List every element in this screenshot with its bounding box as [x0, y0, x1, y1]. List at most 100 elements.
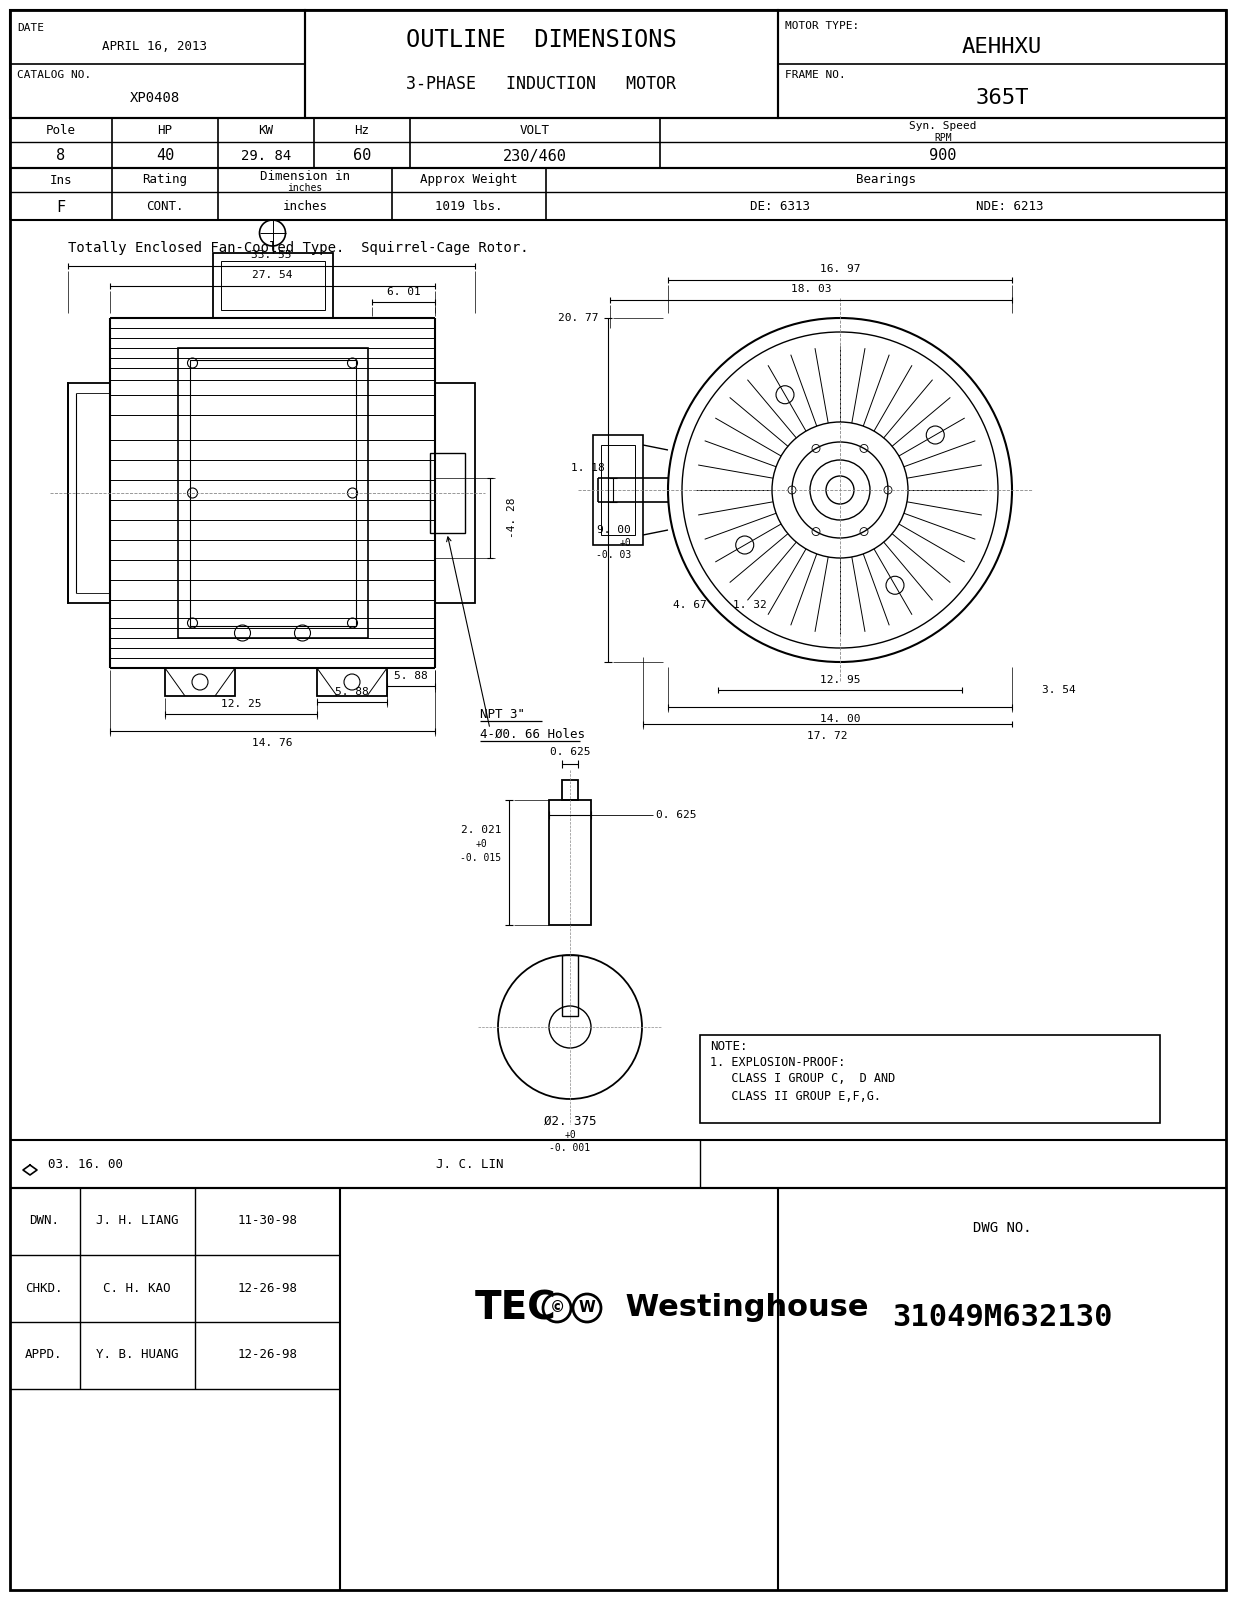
Text: 6. 01: 6. 01	[387, 286, 420, 298]
Bar	[178, 349, 367, 638]
Bar	[562, 781, 578, 800]
Text: TEC: TEC	[475, 1290, 556, 1326]
Bar	[562, 955, 578, 1016]
Text: HP: HP	[157, 123, 173, 136]
Bar	[593, 435, 643, 546]
Text: 3. 54: 3. 54	[1042, 685, 1075, 694]
Text: Rating: Rating	[142, 173, 188, 187]
Text: KW: KW	[258, 123, 273, 136]
Text: +0: +0	[475, 838, 487, 850]
Text: Ins: Ins	[49, 173, 72, 187]
Text: Dimension in: Dimension in	[260, 171, 350, 184]
Text: 17. 72: 17. 72	[807, 731, 848, 741]
Text: 12. 25: 12. 25	[221, 699, 261, 709]
Text: Approx Weight: Approx Weight	[420, 173, 518, 187]
Text: -4. 28: -4. 28	[507, 498, 517, 538]
Text: -0. 001: -0. 001	[550, 1142, 591, 1154]
Bar	[164, 669, 235, 696]
Text: AEHHXU: AEHHXU	[962, 37, 1042, 58]
Text: CLASS II GROUP E,F,G.: CLASS II GROUP E,F,G.	[709, 1090, 881, 1102]
Text: NPT 3": NPT 3"	[480, 707, 525, 720]
Text: 1. 18: 1. 18	[571, 462, 604, 474]
Text: 40: 40	[156, 149, 174, 163]
Text: DATE: DATE	[17, 22, 44, 34]
Text: -0. 03: -0. 03	[596, 550, 632, 560]
Text: J. C. LIN: J. C. LIN	[436, 1158, 504, 1171]
Text: OUTLINE  DIMENSIONS: OUTLINE DIMENSIONS	[405, 27, 676, 51]
Text: 1019 lbs.: 1019 lbs.	[435, 200, 503, 213]
Text: 2. 021: 2. 021	[461, 826, 502, 835]
Text: Syn. Speed: Syn. Speed	[910, 122, 976, 131]
Bar	[316, 669, 387, 696]
Bar	[777, 10, 1226, 118]
Text: CHKD.: CHKD.	[25, 1282, 63, 1294]
Text: DWG NO.: DWG NO.	[973, 1221, 1031, 1235]
Bar	[220, 261, 325, 310]
Text: 14. 76: 14. 76	[252, 738, 293, 749]
Text: +0: +0	[564, 1130, 576, 1139]
Text: 16. 97: 16. 97	[819, 264, 860, 274]
Text: Westinghouse: Westinghouse	[616, 1293, 869, 1323]
Bar	[601, 445, 635, 534]
Text: XP0408: XP0408	[130, 91, 180, 106]
Text: 0. 625: 0. 625	[656, 810, 697, 819]
Text: CONT.: CONT.	[146, 200, 184, 213]
Text: F: F	[57, 200, 66, 214]
Text: 5. 88: 5. 88	[335, 686, 368, 698]
Text: 5. 88: 5. 88	[394, 670, 428, 682]
Text: CATALOG NO.: CATALOG NO.	[17, 70, 91, 80]
Text: 0. 625: 0. 625	[550, 747, 591, 757]
Text: Y. B. HUANG: Y. B. HUANG	[95, 1349, 178, 1362]
Bar	[700, 1035, 1161, 1123]
Text: DE: 6313: DE: 6313	[750, 200, 810, 213]
Text: +0: +0	[619, 538, 632, 547]
Text: J. H. LIANG: J. H. LIANG	[95, 1214, 178, 1227]
Text: CLASS I GROUP C,  D AND: CLASS I GROUP C, D AND	[709, 1072, 895, 1085]
Bar	[68, 382, 110, 603]
Bar	[305, 10, 777, 118]
Text: 3-PHASE   INDUCTION   MOTOR: 3-PHASE INDUCTION MOTOR	[405, 75, 676, 93]
Text: 9. 00: 9. 00	[597, 525, 632, 534]
Text: 4-Ø0. 66 Holes: 4-Ø0. 66 Holes	[480, 728, 585, 741]
Text: 365T: 365T	[975, 88, 1028, 109]
Bar	[430, 453, 465, 533]
Text: Pole: Pole	[46, 123, 75, 136]
Text: 33. 55: 33. 55	[251, 250, 292, 259]
Text: Bearings: Bearings	[857, 173, 916, 187]
Text: NOTE:: NOTE:	[709, 1040, 748, 1053]
Text: C. H. KAO: C. H. KAO	[104, 1282, 171, 1294]
Text: 1. EXPLOSION-PROOF:: 1. EXPLOSION-PROOF:	[709, 1056, 845, 1069]
Text: 27. 54: 27. 54	[252, 270, 293, 280]
Text: ©: ©	[549, 1301, 565, 1315]
Text: 12-26-98: 12-26-98	[239, 1282, 298, 1294]
Text: APPD.: APPD.	[25, 1349, 63, 1362]
Text: Ø2. 375: Ø2. 375	[544, 1115, 596, 1128]
Text: 230/460: 230/460	[503, 149, 567, 163]
Text: 31049M632130: 31049M632130	[891, 1304, 1112, 1333]
Text: 29. 84: 29. 84	[241, 149, 292, 163]
Text: inches: inches	[288, 182, 323, 194]
Text: 8: 8	[57, 149, 66, 163]
Bar	[213, 253, 332, 318]
Text: DWN.: DWN.	[28, 1214, 59, 1227]
Bar	[435, 382, 475, 603]
Text: APRIL 16, 2013: APRIL 16, 2013	[103, 40, 208, 53]
Text: inches: inches	[283, 200, 328, 213]
Text: MOTOR TYPE:: MOTOR TYPE:	[785, 21, 859, 30]
Bar	[549, 800, 591, 925]
Text: 60: 60	[352, 149, 371, 163]
Text: FRAME NO.: FRAME NO.	[785, 70, 845, 80]
Text: 03. 16. 00: 03. 16. 00	[48, 1158, 124, 1171]
Bar	[189, 360, 356, 626]
Text: 12-26-98: 12-26-98	[239, 1349, 298, 1362]
Text: 12. 95: 12. 95	[819, 675, 860, 685]
Text: 20. 77: 20. 77	[557, 314, 598, 323]
Text: -0. 015: -0. 015	[461, 853, 502, 862]
Text: 11-30-98: 11-30-98	[239, 1214, 298, 1227]
Bar	[10, 10, 305, 118]
Text: RPM: RPM	[934, 133, 952, 142]
Text: NDE: 6213: NDE: 6213	[976, 200, 1043, 213]
Text: 14. 00: 14. 00	[819, 714, 860, 723]
Text: Hz: Hz	[355, 123, 370, 136]
Text: 4. 67: 4. 67	[672, 600, 707, 610]
